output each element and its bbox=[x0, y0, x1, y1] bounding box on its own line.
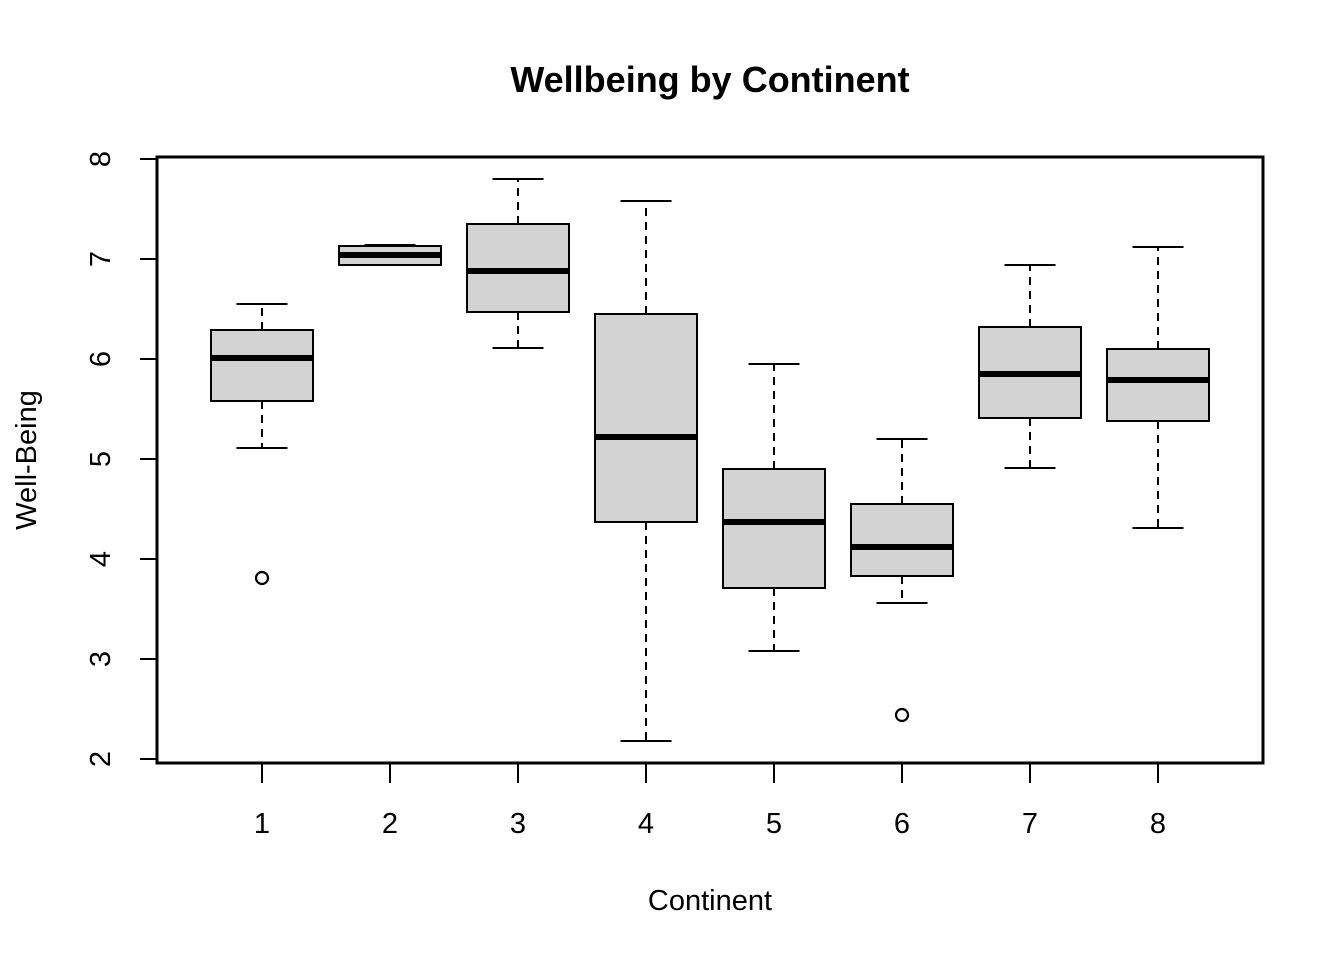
x-tick-label-8: 8 bbox=[1150, 808, 1166, 840]
y-axis-label: Well-Being bbox=[11, 390, 43, 530]
x-tick-label-6: 6 bbox=[894, 808, 910, 840]
x-tick-label-2: 2 bbox=[382, 808, 398, 840]
box-1-iqr bbox=[210, 329, 314, 402]
x-tick-label-3: 3 bbox=[510, 808, 526, 840]
x-axis-label: Continent bbox=[648, 885, 772, 917]
y-tick-label-4: 4 bbox=[85, 551, 117, 567]
x-tick-label-4: 4 bbox=[638, 808, 654, 840]
box-4-iqr bbox=[594, 313, 698, 523]
plot-area: 2 3 4 5 6 7 8 1 2 3 4 5 6 7 8 bbox=[85, 151, 1265, 840]
y-tick-label-5: 5 bbox=[85, 451, 117, 467]
chart-title: Wellbeing by Continent bbox=[510, 59, 909, 100]
box-1-outlier-0 bbox=[254, 570, 270, 586]
box-6-iqr bbox=[850, 503, 954, 577]
y-tick-label-6: 6 bbox=[85, 351, 117, 367]
y-tick-label-3: 3 bbox=[85, 651, 117, 667]
plot-frame bbox=[155, 155, 1265, 765]
y-tick-label-7: 7 bbox=[85, 251, 117, 267]
x-tick-label-7: 7 bbox=[1022, 808, 1038, 840]
box-6-outlier-0 bbox=[894, 707, 910, 723]
x-tick-label-1: 1 bbox=[254, 808, 270, 840]
box-8-iqr bbox=[1106, 348, 1210, 422]
x-tick-label-5: 5 bbox=[766, 808, 782, 840]
y-tick-label-2: 2 bbox=[85, 751, 117, 767]
box-5-iqr bbox=[722, 468, 826, 589]
y-tick-label-8: 8 bbox=[85, 151, 117, 167]
